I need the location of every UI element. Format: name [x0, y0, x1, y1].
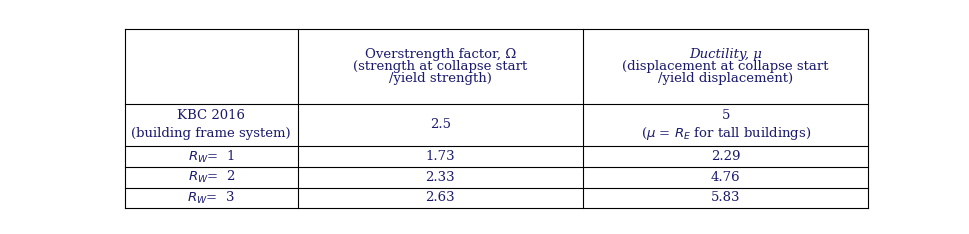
- Text: (strength at collapse start: (strength at collapse start: [353, 60, 527, 73]
- Text: Ductility, μ: Ductility, μ: [689, 48, 762, 61]
- Text: 2.63: 2.63: [425, 191, 455, 205]
- Text: Overstrength factor, Ω: Overstrength factor, Ω: [364, 48, 516, 61]
- Text: /yield displacement): /yield displacement): [658, 72, 794, 84]
- Text: 5.83: 5.83: [711, 191, 740, 205]
- Text: ($\it{\mu}$ = $\it{R_E}$ for tall buildings): ($\it{\mu}$ = $\it{R_E}$ for tall buildi…: [641, 125, 811, 143]
- Text: $\it{R_W}$=  1: $\it{R_W}$= 1: [188, 148, 234, 165]
- Text: 5: 5: [722, 110, 730, 122]
- Text: $\it{R_W}$=  2: $\it{R_W}$= 2: [188, 169, 234, 185]
- Text: (displacement at collapse start: (displacement at collapse start: [622, 60, 828, 73]
- Text: 2.33: 2.33: [425, 171, 455, 184]
- Text: 1.73: 1.73: [425, 150, 455, 163]
- Text: 2.29: 2.29: [711, 150, 740, 163]
- Text: KBC 2016: KBC 2016: [177, 110, 245, 122]
- Text: 4.76: 4.76: [711, 171, 740, 184]
- Text: $\it{R_W}$=  3: $\it{R_W}$= 3: [187, 190, 235, 206]
- Text: 2.5: 2.5: [430, 118, 451, 132]
- Text: (building frame system): (building frame system): [132, 128, 291, 140]
- Text: /yield strength): /yield strength): [389, 72, 491, 84]
